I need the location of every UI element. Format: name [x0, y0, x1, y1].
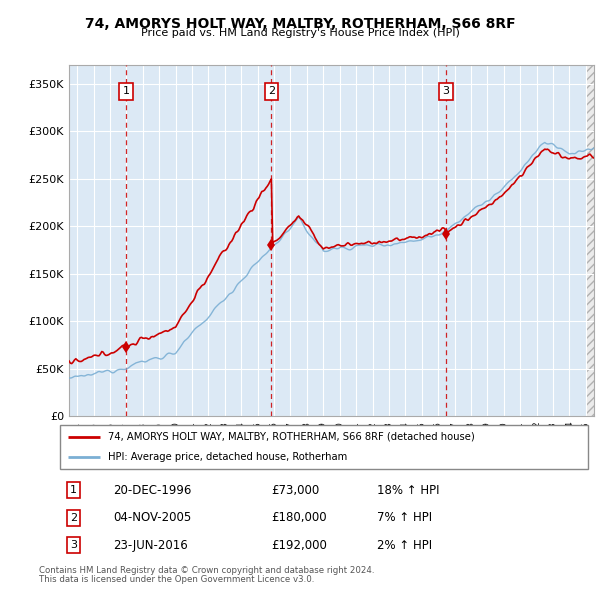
Text: Price paid vs. HM Land Registry's House Price Index (HPI): Price paid vs. HM Land Registry's House … — [140, 28, 460, 38]
Text: 2: 2 — [268, 87, 275, 97]
Text: 23-JUN-2016: 23-JUN-2016 — [113, 539, 188, 552]
Text: Contains HM Land Registry data © Crown copyright and database right 2024.: Contains HM Land Registry data © Crown c… — [39, 566, 374, 575]
Text: 7% ↑ HPI: 7% ↑ HPI — [377, 511, 432, 525]
Text: 74, AMORYS HOLT WAY, MALTBY, ROTHERHAM, S66 8RF (detached house): 74, AMORYS HOLT WAY, MALTBY, ROTHERHAM, … — [107, 432, 474, 442]
Text: 2% ↑ HPI: 2% ↑ HPI — [377, 539, 432, 552]
Text: 2: 2 — [70, 513, 77, 523]
Text: £192,000: £192,000 — [271, 539, 327, 552]
Text: 3: 3 — [443, 87, 449, 97]
Text: 74, AMORYS HOLT WAY, MALTBY, ROTHERHAM, S66 8RF: 74, AMORYS HOLT WAY, MALTBY, ROTHERHAM, … — [85, 17, 515, 31]
Text: 18% ↑ HPI: 18% ↑ HPI — [377, 484, 439, 497]
Text: 20-DEC-1996: 20-DEC-1996 — [113, 484, 191, 497]
Text: This data is licensed under the Open Government Licence v3.0.: This data is licensed under the Open Gov… — [39, 575, 314, 584]
Text: 1: 1 — [70, 486, 77, 495]
Text: £73,000: £73,000 — [271, 484, 319, 497]
Text: £180,000: £180,000 — [271, 511, 327, 525]
Text: HPI: Average price, detached house, Rotherham: HPI: Average price, detached house, Roth… — [107, 452, 347, 462]
Text: 04-NOV-2005: 04-NOV-2005 — [113, 511, 191, 525]
Text: 1: 1 — [122, 87, 130, 97]
FancyBboxPatch shape — [60, 425, 588, 469]
Text: 3: 3 — [70, 540, 77, 550]
